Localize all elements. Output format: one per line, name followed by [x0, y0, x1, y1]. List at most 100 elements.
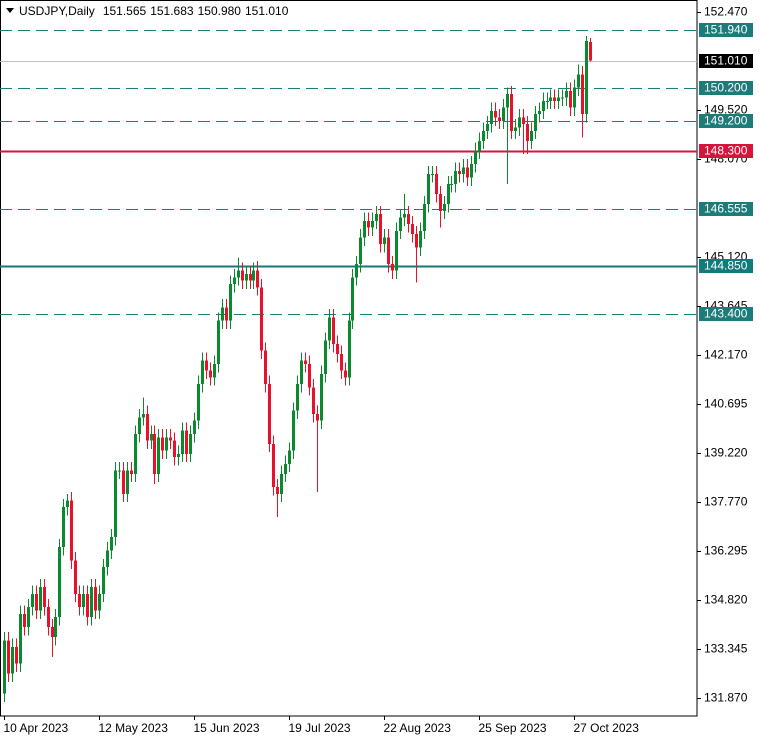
candle-body: [110, 537, 113, 551]
candle-body: [233, 277, 236, 285]
candle-body: [450, 184, 453, 186]
candle-body: [498, 117, 501, 121]
candle-body: [435, 174, 438, 195]
candle-body: [165, 437, 168, 451]
candle-body: [458, 170, 461, 175]
candle-body: [185, 430, 188, 454]
level-label: 144.850: [704, 259, 748, 273]
candle-body: [197, 383, 200, 421]
candle-body: [90, 587, 93, 618]
candle-body: [573, 87, 576, 108]
candle-body: [391, 264, 394, 271]
level-label: 149.200: [704, 114, 748, 128]
x-tick-label: 10 Apr 2023: [4, 721, 69, 735]
candle-body: [494, 110, 497, 118]
candle-body: [146, 413, 149, 441]
candle-body: [355, 264, 358, 278]
candle-body: [526, 124, 529, 141]
candle-body: [47, 607, 50, 628]
candle-body: [82, 593, 85, 608]
candle-body: [411, 224, 414, 235]
candle-body: [466, 167, 469, 178]
symbol-menu-icon[interactable]: [6, 8, 14, 13]
candle-body: [427, 174, 430, 205]
candle-body: [142, 413, 145, 418]
candle-body: [157, 437, 160, 474]
candle-body: [510, 94, 513, 131]
candle-body: [276, 487, 279, 494]
candle-body: [3, 640, 6, 694]
candle-body: [577, 74, 580, 88]
candle-body: [31, 593, 34, 608]
candle-body: [229, 284, 232, 321]
level-label-box: [699, 54, 753, 68]
candle-body: [66, 500, 69, 508]
y-tick-label: 140.695: [704, 397, 748, 411]
candle-body: [462, 167, 465, 175]
candle-body: [454, 170, 457, 185]
candle-body: [70, 500, 73, 561]
ohlc-value: 151.010: [245, 4, 289, 18]
candle-body: [407, 214, 410, 225]
candle-body: [245, 274, 248, 281]
candle-body: [15, 647, 18, 664]
candle-body: [74, 560, 77, 594]
candle-body: [177, 453, 180, 458]
ohlc-value: 151.683: [150, 4, 194, 18]
candle-body: [546, 100, 549, 102]
y-tick-label: 137.770: [704, 495, 748, 509]
candle-body: [181, 430, 184, 454]
candle-body: [221, 307, 224, 321]
candle-body: [320, 373, 323, 421]
candle-body: [280, 473, 283, 494]
candle-body: [431, 174, 434, 176]
candle-body: [173, 440, 176, 458]
candle-body: [237, 270, 240, 278]
candle-body: [486, 124, 489, 131]
x-tick-label: 12 May 2023: [99, 721, 169, 735]
candle-body: [478, 140, 481, 151]
candle-body: [11, 647, 14, 674]
y-tick-label: 142.170: [704, 348, 748, 362]
level-label: 151.010: [704, 54, 748, 68]
candle-body: [419, 230, 422, 248]
candle-body: [569, 90, 572, 108]
level-label-box: [699, 259, 753, 273]
candle-body: [502, 107, 505, 121]
candle-body: [557, 97, 560, 101]
y-tick-label: 134.820: [704, 593, 748, 607]
candle-body: [161, 437, 164, 451]
candle-body: [78, 593, 81, 608]
candle-body: [205, 360, 208, 371]
x-tick-label: 22 Aug 2023: [384, 721, 452, 735]
candle-body: [27, 607, 30, 628]
candle-body: [344, 370, 347, 378]
level-label-box: [699, 81, 753, 95]
candle-body: [118, 470, 121, 472]
candle-body: [98, 593, 101, 611]
candle-body: [542, 100, 545, 111]
candle-body: [150, 433, 153, 441]
candle-body: [264, 350, 267, 384]
candle-body: [126, 470, 129, 494]
level-label: 151.940: [704, 23, 748, 37]
candle-body: [506, 94, 509, 108]
candle-body: [249, 274, 252, 281]
level-label: 150.200: [704, 81, 748, 95]
candle-body: [399, 217, 402, 231]
y-tick-label: 131.870: [704, 691, 748, 705]
candle-body: [367, 220, 370, 228]
candle-body: [518, 117, 521, 128]
candle-body: [102, 567, 105, 594]
candle-body: [348, 320, 351, 378]
candle-body: [304, 360, 307, 364]
candle-body: [474, 150, 477, 165]
candle-body: [241, 270, 244, 281]
candle-body: [403, 214, 406, 218]
candle-body: [332, 317, 335, 345]
y-tick-label: 136.295: [704, 544, 748, 558]
candle-body: [514, 127, 517, 131]
candle-body: [447, 184, 450, 205]
candle-body: [94, 587, 97, 611]
x-tick-label: 25 Sep 2023: [479, 721, 547, 735]
